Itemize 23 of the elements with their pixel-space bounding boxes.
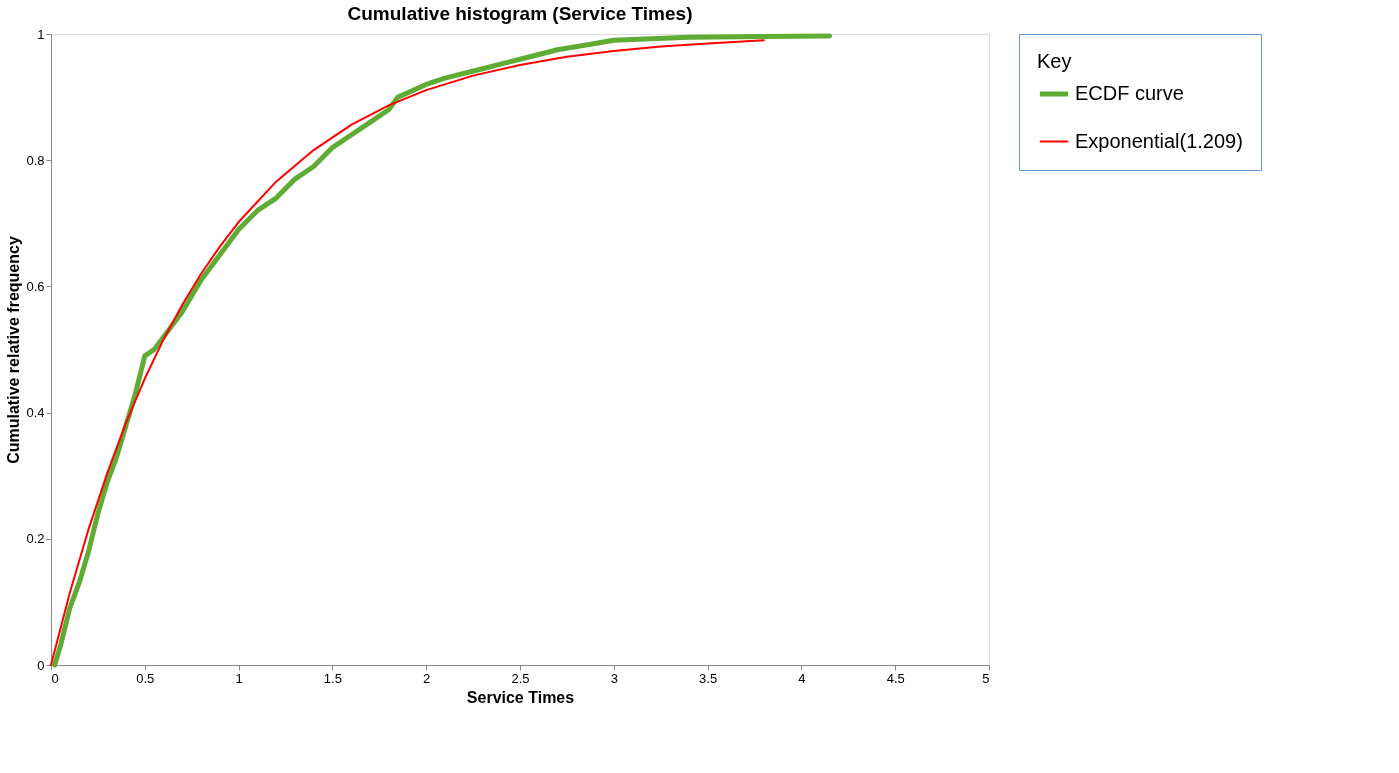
y-tick-label: 1 [37, 26, 45, 42]
legend-title: Key [1037, 50, 1072, 72]
x-axis-title: Service Times [466, 688, 575, 706]
legend-label: ECDF curve [1075, 82, 1184, 104]
x-tick-label: 0.5 [136, 670, 155, 686]
y-tick-label: 0.4 [26, 405, 45, 421]
x-tick-label: 2 [423, 670, 431, 686]
legend-label: Exponential(1.209) [1075, 129, 1243, 152]
x-tick-label: 4.5 [886, 670, 905, 686]
x-tick-label: 3 [610, 670, 618, 686]
x-tick-label: 0 [51, 670, 59, 686]
x-tick-label: 3.5 [699, 670, 718, 686]
y-tick-label: 0.6 [26, 278, 45, 294]
y-tick-label: 0 [37, 657, 45, 673]
x-tick-label: 4 [798, 670, 806, 686]
y-tick-label: 0.8 [26, 152, 45, 168]
y-tick-label: 0.2 [26, 531, 45, 547]
y-axis-title: Cumulative relative frequency [5, 236, 23, 464]
x-tick-label: 2.5 [511, 670, 530, 686]
x-tick-label: 5 [982, 670, 990, 686]
x-tick-label: 1 [235, 670, 243, 686]
x-tick-label: 1.5 [323, 670, 342, 686]
chart-title: Cumulative histogram (Service Times) [347, 3, 693, 24]
